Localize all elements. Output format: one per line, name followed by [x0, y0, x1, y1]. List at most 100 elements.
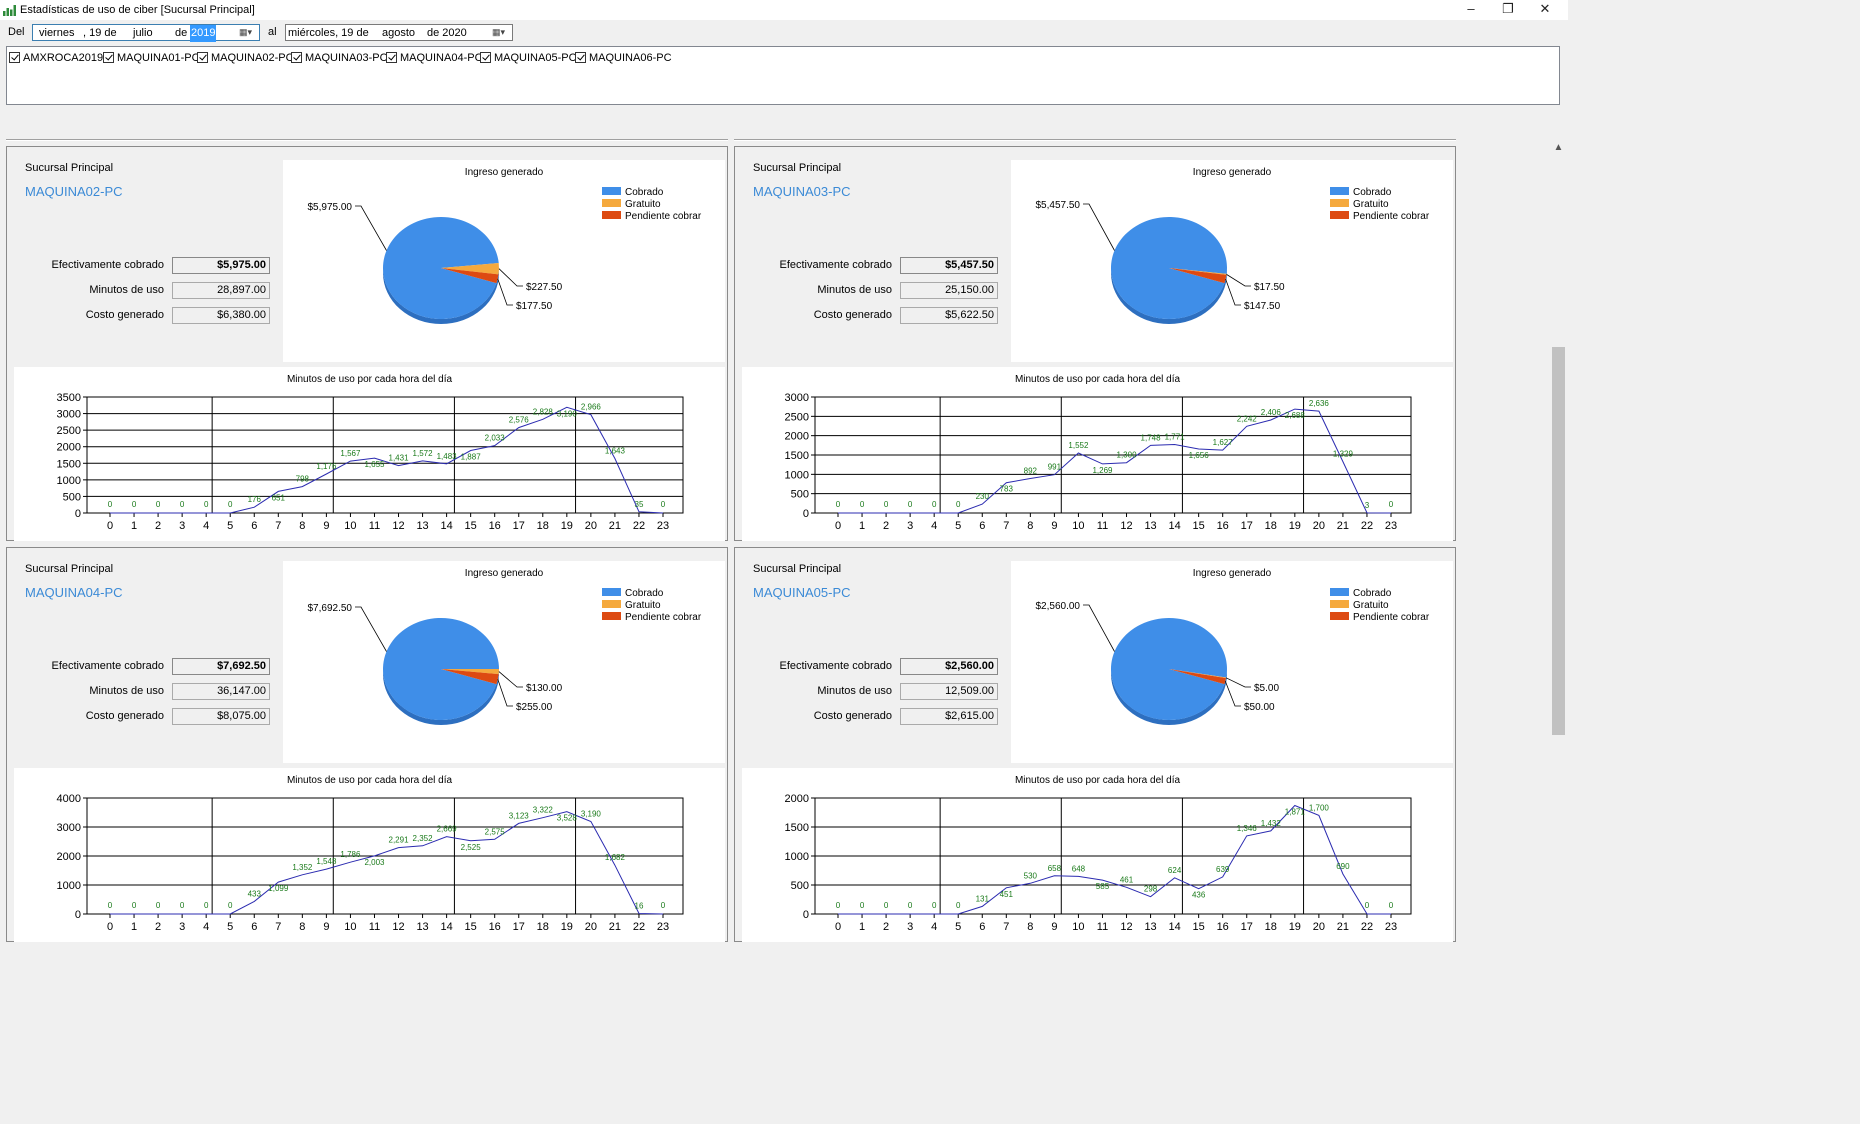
legend-item: Gratuito	[602, 199, 701, 211]
data-point-label: 1,643	[605, 447, 626, 456]
data-point-label: 1,572	[413, 449, 434, 458]
data-point-label: 0	[156, 500, 161, 509]
x-tick-label: 6	[251, 921, 257, 933]
data-point-label: 530	[1024, 871, 1038, 880]
data-point-label: 0	[956, 901, 961, 910]
data-point-label: 1,352	[292, 863, 313, 872]
date-from-weekday[interactable]: viernes	[39, 27, 75, 39]
data-point-label: 1,682	[605, 853, 626, 862]
pie-label-leader	[1226, 274, 1251, 287]
pie-svg: $5,457.50 $17.50 $147.50	[1036, 200, 1285, 324]
x-tick-label: 2	[155, 520, 161, 532]
machine-checkbox-label: MAQUINA03-PC	[305, 52, 388, 64]
y-tick-label: 3000	[785, 392, 809, 404]
pie-slice	[441, 669, 499, 675]
machine-checkbox[interactable]: MAQUINA04-PC	[386, 52, 483, 66]
data-point-label: 2,636	[1309, 399, 1330, 408]
date-from-month[interactable]: julio	[133, 27, 153, 39]
machine-checkbox[interactable]: AMXROCA2019	[9, 52, 103, 66]
machine-checkbox[interactable]: MAQUINA01-PC	[103, 52, 200, 66]
legend-item: Pendiente cobrar	[1330, 211, 1429, 223]
date-from-day[interactable]: , 19 de	[83, 27, 117, 39]
legend-swatch	[1330, 588, 1349, 596]
pie-slice	[1169, 669, 1227, 685]
date-from-year[interactable]: 2019	[190, 25, 217, 42]
x-tick-label: 15	[465, 921, 477, 933]
pie-chart: Ingreso generado Cobrado Gratuito Pendiente…	[283, 561, 725, 763]
divider	[734, 139, 1456, 141]
series-line	[110, 406, 664, 514]
checkbox-checked-icon[interactable]	[386, 52, 397, 63]
checkbox-checked-icon[interactable]	[9, 52, 20, 63]
x-tick-label: 5	[955, 921, 961, 933]
y-tick-label: 1000	[785, 469, 809, 481]
checkbox-checked-icon[interactable]	[103, 52, 114, 63]
checkbox-checked-icon[interactable]	[197, 52, 208, 63]
legend-item: Gratuito	[602, 600, 701, 612]
x-tick-label: 17	[1241, 921, 1253, 933]
legend-item: Cobrado	[602, 187, 701, 199]
date-to-picker[interactable]: miércoles, 19 de agosto de 2020 ▦▾	[285, 24, 513, 41]
minimize-button[interactable]: –	[1467, 1, 1475, 16]
data-point-label: 991	[1048, 463, 1062, 472]
vertical-scrollbar[interactable]: ▲	[1549, 137, 1568, 948]
checkbox-checked-icon[interactable]	[291, 52, 302, 63]
pie-legend: Cobrado Gratuito Pendiente cobrar	[602, 187, 701, 223]
divider	[6, 139, 728, 141]
scroll-up-icon[interactable]: ▲	[1553, 142, 1564, 153]
machine-checkbox[interactable]: MAQUINA05-PC	[480, 52, 577, 66]
pie-legend: Cobrado Gratuito Pendiente cobrar	[602, 588, 701, 624]
x-tick-label: 12	[392, 921, 404, 933]
x-tick-label: 1	[131, 921, 137, 933]
y-tick-label: 3000	[57, 409, 81, 421]
data-point-label: 131	[976, 894, 990, 903]
scrollbar-thumb[interactable]	[1552, 347, 1565, 735]
y-tick-label: 1000	[57, 880, 81, 892]
checkbox-checked-icon[interactable]	[575, 52, 586, 63]
data-point-label: 1,567	[340, 449, 361, 458]
legend-label: Cobrado	[1353, 588, 1392, 599]
data-point-label: 1,748	[1141, 433, 1162, 442]
checkbox-checked-icon[interactable]	[480, 52, 491, 63]
data-point-label: 1,329	[1333, 450, 1354, 459]
date-to-month[interactable]: agosto	[382, 27, 416, 39]
data-point-label: 2,291	[389, 836, 410, 845]
pie-label-leader	[355, 606, 387, 652]
line-chart: Minutos de uso por cada hora del día 0 100…	[14, 768, 725, 942]
x-tick-label: 8	[299, 520, 305, 532]
date-to-year[interactable]: de 2020	[427, 27, 467, 39]
machine-checkbox[interactable]: MAQUINA03-PC	[291, 52, 388, 66]
x-tick-label: 3	[179, 520, 185, 532]
data-point-label: 0	[156, 901, 161, 910]
date-from-picker[interactable]: viernes , 19 de julio de 2019 ▦▾	[32, 24, 260, 42]
machine-checkbox-label: MAQUINA02-PC	[211, 52, 294, 64]
data-point-label: 1,269	[1092, 466, 1113, 475]
data-point-label: 0	[884, 901, 889, 910]
maximize-button[interactable]: ❐	[1502, 1, 1514, 16]
data-point-label: 451	[1000, 890, 1014, 899]
pie-chart: Ingreso generado Cobrado Gratuito Pendiente…	[1011, 160, 1453, 362]
data-point-label: 1,656	[1189, 451, 1210, 460]
calendar-dropdown-icon[interactable]: ▦▾	[492, 27, 506, 37]
y-tick-label: 2000	[57, 442, 81, 454]
close-button[interactable]: ✕	[1539, 1, 1551, 16]
pie-slice	[383, 617, 499, 720]
data-point-label: 436	[1192, 891, 1206, 900]
data-point-label: 1,771	[1165, 433, 1186, 442]
machine-checkbox[interactable]: MAQUINA06-PC	[575, 52, 672, 66]
date-to-weekday-day[interactable]: miércoles, 19 de	[288, 27, 369, 39]
calendar-dropdown-icon[interactable]: ▦▾	[239, 27, 253, 37]
legend-swatch	[1330, 600, 1349, 608]
series-line	[838, 408, 1392, 514]
x-tick-label: 8	[1027, 520, 1033, 532]
x-tick-label: 8	[1027, 921, 1033, 933]
data-point-label: 0	[180, 901, 185, 910]
pie-slice	[383, 216, 499, 319]
costo-generado-label: Costo generado	[85, 710, 164, 722]
data-point-label: 2,575	[485, 827, 506, 836]
pie-chart: Ingreso generado Cobrado Gratuito Pendiente…	[1011, 561, 1453, 763]
x-tick-label: 14	[440, 921, 452, 933]
machine-checkbox[interactable]: MAQUINA02-PC	[197, 52, 294, 66]
